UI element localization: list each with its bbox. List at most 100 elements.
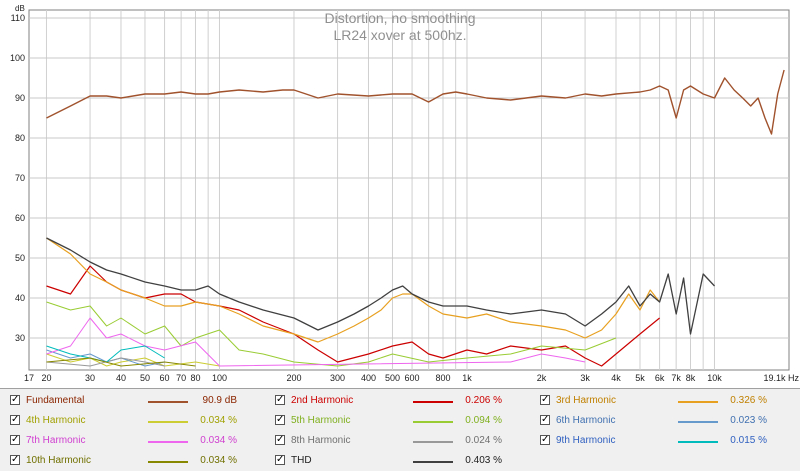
checkbox-2nd-harmonic[interactable]: ✓ bbox=[275, 394, 285, 405]
y-tick-label: 90 bbox=[15, 93, 25, 103]
legend-row: ✓ Fundamental 90.9 dB ✓ 2nd Harmonic 0.206 % ✓… bbox=[0, 391, 800, 411]
legend-label: 4th Harmonic bbox=[26, 415, 86, 426]
x-tick-label: 50 bbox=[140, 373, 150, 383]
legend-label: 3rd Harmonic bbox=[556, 395, 617, 406]
legend-swatch bbox=[678, 401, 718, 403]
legend-label: 6th Harmonic bbox=[556, 415, 616, 426]
checkbox-8th-harmonic[interactable]: ✓ bbox=[275, 434, 285, 445]
legend-item-9th-harmonic: ✓ 9th Harmonic 0.015 % bbox=[540, 431, 795, 451]
x-tick-label: 300 bbox=[330, 373, 345, 383]
legend-value: 0.403 % bbox=[465, 455, 502, 466]
checkbox-9th-harmonic[interactable]: ✓ bbox=[540, 434, 550, 445]
x-tick-label: 10k bbox=[707, 373, 722, 383]
x-tick-label: 1k bbox=[462, 373, 472, 383]
legend-value: 0.206 % bbox=[465, 395, 502, 406]
series-line-3rd-harmonic bbox=[46, 237, 661, 343]
plot-area bbox=[28, 9, 790, 371]
y-tick-label: 30 bbox=[15, 333, 25, 343]
legend-value: 0.015 % bbox=[730, 435, 767, 446]
y-axis-label: dB bbox=[15, 4, 25, 13]
legend-swatch bbox=[148, 441, 188, 443]
legend-value: 0.326 % bbox=[730, 395, 767, 406]
y-tick-label: 50 bbox=[15, 253, 25, 263]
legend-swatch bbox=[148, 401, 188, 403]
checkbox-3rd-harmonic[interactable]: ✓ bbox=[540, 394, 550, 405]
checkbox-6th-harmonic[interactable]: ✓ bbox=[540, 414, 550, 425]
legend-item-6th-harmonic: ✓ 6th Harmonic 0.023 % bbox=[540, 411, 795, 431]
legend-label: 2nd Harmonic bbox=[291, 395, 354, 406]
x-tick-label: 60 bbox=[160, 373, 170, 383]
legend-swatch bbox=[678, 421, 718, 423]
legend-value: 0.023 % bbox=[730, 415, 767, 426]
y-tick-label: 60 bbox=[15, 213, 25, 223]
x-tick-label: 70 bbox=[176, 373, 186, 383]
legend-value: 0.034 % bbox=[200, 415, 237, 426]
legend-swatch bbox=[413, 461, 453, 463]
x-tick-label: 80 bbox=[190, 373, 200, 383]
series-line-thd bbox=[46, 237, 715, 335]
legend-item-8th-harmonic: ✓ 8th Harmonic 0.024 % bbox=[275, 431, 530, 451]
legend-value: 0.094 % bbox=[465, 415, 502, 426]
distortion-chart: 30 40 50 60 70 80 90 100 110 dB 17 20 30 40 50 60 70 80 10… bbox=[0, 0, 800, 388]
chart-title: Distortion, no smoothing bbox=[325, 10, 476, 26]
x-tick-label: 600 bbox=[405, 373, 420, 383]
x-tick-label: 30 bbox=[85, 373, 95, 383]
y-tick-label: 40 bbox=[15, 293, 25, 303]
checkbox-fundamental[interactable]: ✓ bbox=[10, 394, 20, 405]
x-tick-label: 4k bbox=[611, 373, 621, 383]
x-tick-label: 2k bbox=[537, 373, 547, 383]
y-tick-label: 70 bbox=[15, 173, 25, 183]
x-tick-label: 6k bbox=[655, 373, 665, 383]
legend-label: 10th Harmonic bbox=[26, 455, 92, 466]
x-tick-label: 7k bbox=[671, 373, 681, 383]
checkbox-7th-harmonic[interactable]: ✓ bbox=[10, 434, 20, 445]
legend-value: 90.9 dB bbox=[202, 395, 237, 406]
y-tick-label: 80 bbox=[15, 133, 25, 143]
x-tick-label: 17 bbox=[24, 373, 34, 383]
x-tick-label: 19.1k Hz bbox=[763, 373, 799, 383]
legend-item-5th-harmonic: ✓ 5th Harmonic 0.094 % bbox=[275, 411, 530, 431]
checkbox-10th-harmonic[interactable]: ✓ bbox=[10, 454, 20, 465]
series-line-5th-harmonic bbox=[46, 301, 617, 367]
checkbox-thd[interactable]: ✓ bbox=[275, 454, 285, 465]
legend-item-fundamental: ✓ Fundamental 90.9 dB bbox=[10, 391, 265, 411]
legend-label: Fundamental bbox=[26, 395, 85, 406]
legend-panel: ✓ Fundamental 90.9 dB ✓ 2nd Harmonic 0.206 % ✓… bbox=[0, 388, 800, 470]
checkbox-4th-harmonic[interactable]: ✓ bbox=[10, 414, 20, 425]
legend-item-2nd-harmonic: ✓ 2nd Harmonic 0.206 % bbox=[275, 391, 530, 411]
x-tick-label: 400 bbox=[361, 373, 376, 383]
legend-swatch bbox=[413, 401, 453, 403]
legend-item-3rd-harmonic: ✓ 3rd Harmonic 0.326 % bbox=[540, 391, 795, 411]
legend-swatch bbox=[413, 441, 453, 443]
legend-item-7th-harmonic: ✓ 7th Harmonic 0.034 % bbox=[10, 431, 265, 451]
legend-swatch bbox=[148, 421, 188, 423]
checkbox-5th-harmonic[interactable]: ✓ bbox=[275, 414, 285, 425]
series-line-4th-harmonic bbox=[46, 353, 220, 367]
legend-label: 8th Harmonic bbox=[291, 435, 351, 446]
series-line-fundamental bbox=[46, 69, 785, 135]
legend-item-thd: ✓ THD 0.403 % bbox=[275, 451, 530, 471]
x-tick-label: 200 bbox=[286, 373, 301, 383]
x-tick-label: 100 bbox=[212, 373, 227, 383]
x-tick-label: 20 bbox=[41, 373, 51, 383]
legend-row: ✓ 4th Harmonic 0.034 % ✓ 5th Harmonic 0.094 %… bbox=[0, 411, 800, 431]
legend-item-10th-harmonic: ✓ 10th Harmonic 0.034 % bbox=[10, 451, 265, 471]
legend-row: ✓ 7th Harmonic 0.034 % ✓ 8th Harmonic 0.024 %… bbox=[0, 431, 800, 451]
legend-value: 0.024 % bbox=[465, 435, 502, 446]
legend-row: ✓ 10th Harmonic 0.034 % ✓ THD 0.403 % bbox=[0, 451, 800, 471]
legend-label: THD bbox=[291, 455, 312, 466]
legend-value: 0.034 % bbox=[200, 435, 237, 446]
legend-swatch bbox=[148, 461, 188, 463]
x-tick-label: 8k bbox=[686, 373, 696, 383]
legend-label: 7th Harmonic bbox=[26, 435, 86, 446]
x-tick-label: 3k bbox=[580, 373, 590, 383]
series-line-7th-harmonic bbox=[46, 317, 586, 367]
legend-label: 9th Harmonic bbox=[556, 435, 616, 446]
y-tick-label: 110 bbox=[11, 13, 25, 23]
x-tick-label: 40 bbox=[116, 373, 126, 383]
x-tick-label: 500 bbox=[385, 373, 400, 383]
legend-item-4th-harmonic: ✓ 4th Harmonic 0.034 % bbox=[10, 411, 265, 431]
series-line-10th-harmonic bbox=[46, 357, 196, 367]
legend-label: 5th Harmonic bbox=[291, 415, 351, 426]
